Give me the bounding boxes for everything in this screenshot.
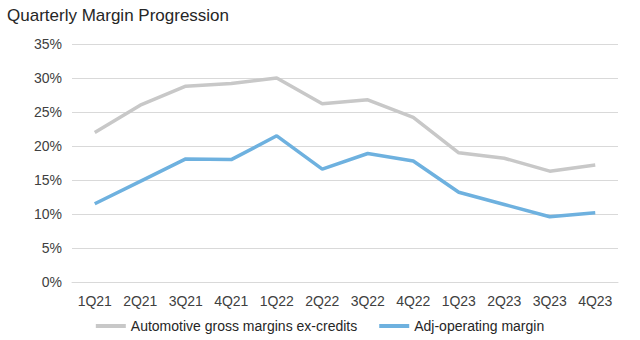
svg-text:1Q23: 1Q23 xyxy=(442,293,476,309)
svg-text:35%: 35% xyxy=(34,36,62,52)
svg-text:3Q21: 3Q21 xyxy=(169,293,203,309)
svg-text:2Q22: 2Q22 xyxy=(305,293,339,309)
svg-text:Automotive gross margins ex-cr: Automotive gross margins ex-credits xyxy=(131,318,357,334)
svg-text:1Q22: 1Q22 xyxy=(260,293,294,309)
svg-text:4Q21: 4Q21 xyxy=(214,293,248,309)
svg-text:0%: 0% xyxy=(42,274,62,290)
svg-text:5%: 5% xyxy=(42,240,62,256)
svg-text:2Q21: 2Q21 xyxy=(123,293,157,309)
svg-text:1Q21: 1Q21 xyxy=(78,293,112,309)
svg-text:3Q22: 3Q22 xyxy=(351,293,385,309)
svg-text:Quarterly Margin Progression: Quarterly Margin Progression xyxy=(7,6,229,25)
svg-text:3Q23: 3Q23 xyxy=(533,293,567,309)
svg-text:4Q23: 4Q23 xyxy=(578,293,612,309)
svg-text:20%: 20% xyxy=(34,138,62,154)
svg-text:10%: 10% xyxy=(34,206,62,222)
svg-text:2Q23: 2Q23 xyxy=(487,293,521,309)
svg-text:4Q22: 4Q22 xyxy=(396,293,430,309)
svg-text:25%: 25% xyxy=(34,104,62,120)
svg-text:Adj-operating margin: Adj-operating margin xyxy=(414,318,544,334)
svg-text:15%: 15% xyxy=(34,172,62,188)
svg-text:30%: 30% xyxy=(34,70,62,86)
